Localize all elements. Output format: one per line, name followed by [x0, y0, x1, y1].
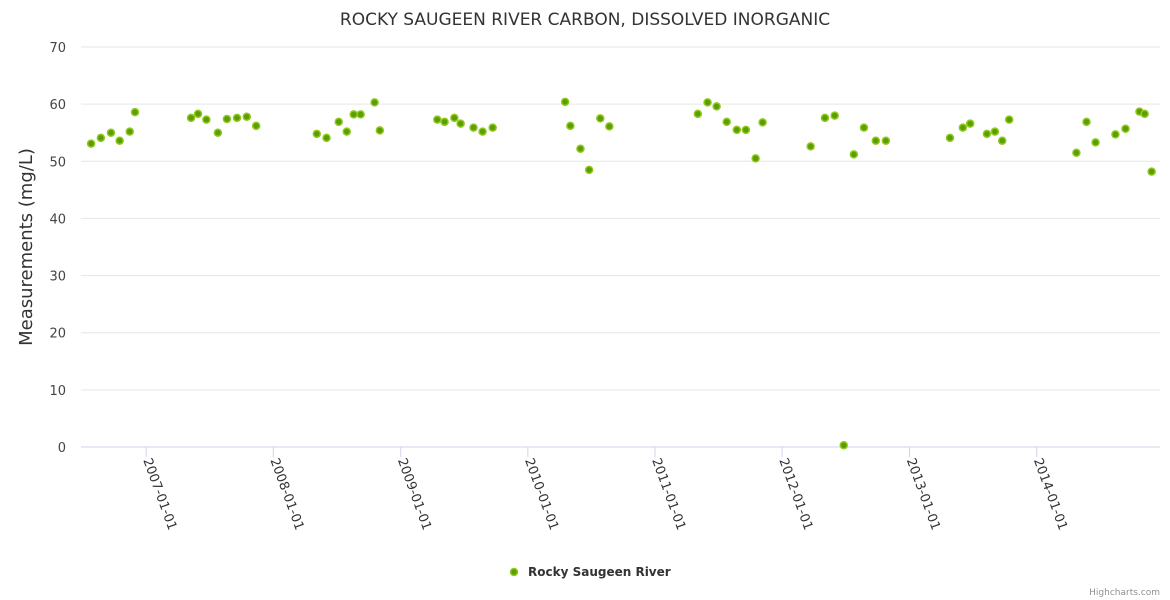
- data-point[interactable]: [349, 110, 358, 119]
- data-point[interactable]: [839, 441, 849, 450]
- data-point[interactable]: [193, 109, 203, 119]
- data-point[interactable]: [732, 125, 742, 135]
- legend-item-rocky-saugeen-river[interactable]: Rocky Saugeen River: [528, 565, 671, 579]
- data-point[interactable]: [232, 113, 242, 123]
- credits-link[interactable]: Highcharts.com: [1089, 588, 1160, 598]
- data-point[interactable]: [881, 136, 891, 145]
- data-point[interactable]: [965, 119, 975, 128]
- y-tick-label: 30: [49, 270, 66, 285]
- data-point[interactable]: [820, 113, 830, 123]
- data-point[interactable]: [605, 122, 614, 131]
- data-point[interactable]: [125, 127, 135, 136]
- y-tick-label: 70: [49, 41, 66, 56]
- data-point[interactable]: [830, 111, 839, 120]
- data-point[interactable]: [741, 125, 751, 135]
- data-point[interactable]: [990, 127, 1000, 136]
- data-point[interactable]: [560, 97, 570, 107]
- data-point[interactable]: [469, 123, 478, 132]
- data-point[interactable]: [1091, 138, 1100, 147]
- y-tick-label: 60: [49, 98, 66, 113]
- y-tick-label: 20: [49, 327, 66, 342]
- data-point[interactable]: [251, 121, 261, 131]
- data-point[interactable]: [1082, 117, 1091, 127]
- y-tick-label: 50: [49, 155, 66, 170]
- data-point[interactable]: [584, 165, 594, 175]
- data-point[interactable]: [488, 123, 497, 132]
- data-point[interactable]: [1111, 130, 1120, 139]
- legend-marker: [509, 567, 519, 577]
- data-point[interactable]: [433, 115, 442, 124]
- data-point[interactable]: [1140, 109, 1149, 119]
- data-point[interactable]: [849, 150, 859, 159]
- data-point[interactable]: [997, 136, 1007, 145]
- y-tick-label: 40: [49, 212, 66, 227]
- data-point[interactable]: [859, 123, 869, 132]
- data-point[interactable]: [213, 128, 223, 137]
- y-tick-label: 10: [49, 384, 66, 399]
- data-point[interactable]: [96, 133, 106, 143]
- data-point[interactable]: [1121, 124, 1130, 133]
- data-point[interactable]: [958, 123, 968, 132]
- data-point[interactable]: [115, 136, 124, 145]
- data-point[interactable]: [186, 113, 196, 123]
- data-point[interactable]: [342, 127, 351, 136]
- chart-title: ROCKY SAUGEEN RIVER CARBON, DISSOLVED IN…: [340, 10, 830, 30]
- data-point[interactable]: [1072, 148, 1081, 157]
- data-point[interactable]: [712, 102, 721, 111]
- data-point[interactable]: [806, 142, 815, 151]
- data-point[interactable]: [945, 133, 955, 143]
- grid-lines: [81, 46, 1160, 448]
- data-point[interactable]: [456, 119, 465, 128]
- data-point[interactable]: [751, 154, 760, 163]
- data-point[interactable]: [1004, 115, 1014, 124]
- data-point[interactable]: [356, 110, 365, 119]
- data-point[interactable]: [130, 107, 140, 117]
- data-point[interactable]: [322, 133, 331, 143]
- data-point[interactable]: [202, 115, 211, 124]
- y-axis-title: Measurements (mg/L): [16, 148, 37, 346]
- data-point[interactable]: [693, 109, 703, 119]
- data-point[interactable]: [566, 121, 575, 131]
- data-point[interactable]: [242, 112, 252, 121]
- data-point[interactable]: [222, 114, 232, 124]
- data-point[interactable]: [334, 117, 343, 127]
- data-point[interactable]: [1147, 167, 1156, 176]
- y-axis-ticks: 0 10 20 30 40 50 60 70: [49, 41, 66, 456]
- data-point[interactable]: [450, 113, 459, 123]
- data-point[interactable]: [703, 98, 712, 107]
- data-point[interactable]: [576, 144, 585, 153]
- data-points: [86, 97, 1156, 450]
- data-point[interactable]: [440, 117, 449, 127]
- data-point[interactable]: [375, 126, 385, 135]
- data-point[interactable]: [106, 128, 116, 137]
- data-point[interactable]: [982, 129, 992, 139]
- legend[interactable]: Rocky Saugeen River: [509, 565, 671, 579]
- data-point[interactable]: [758, 118, 767, 127]
- data-point[interactable]: [596, 114, 605, 123]
- data-point[interactable]: [871, 136, 881, 145]
- data-point[interactable]: [370, 98, 379, 107]
- data-point[interactable]: [86, 139, 96, 148]
- y-tick-label: 0: [58, 441, 66, 456]
- data-point[interactable]: [478, 127, 487, 136]
- data-point[interactable]: [722, 117, 731, 127]
- data-point[interactable]: [312, 129, 322, 139]
